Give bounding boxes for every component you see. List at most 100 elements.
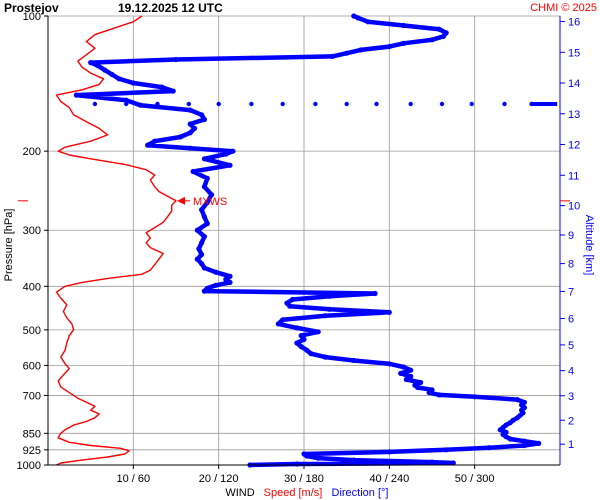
direction-point: [521, 442, 528, 449]
wind-tick-label: 50 / 300: [455, 473, 495, 485]
direction-dot: [124, 101, 129, 107]
direction-point: [327, 306, 333, 312]
direction-point: [486, 445, 492, 451]
pressure-tick-label: 400: [23, 281, 41, 293]
direction-point: [95, 63, 101, 69]
direction-point: [284, 300, 290, 306]
direction-point: [351, 357, 357, 364]
direction-point: [301, 451, 307, 457]
altitude-tick-label: 1: [568, 439, 574, 451]
wind-tick-label: 10 / 60: [117, 473, 151, 485]
direction-point: [145, 142, 151, 148]
altitude-tick-label: 11: [568, 170, 579, 182]
direction-point: [386, 44, 392, 50]
direction-dot: [92, 101, 98, 107]
direction-point: [436, 26, 442, 32]
direction-point: [507, 436, 513, 442]
wind-tick-label: 30 / 180: [284, 473, 324, 485]
mxws-arrow: [177, 196, 185, 205]
direction-point: [199, 261, 205, 267]
chart-date: 19.12.2025 12 UTC: [118, 1, 223, 15]
direction-point: [290, 296, 296, 303]
direction-dot: [408, 101, 413, 107]
direction-point: [429, 459, 435, 465]
direction-point: [344, 50, 350, 56]
direction-point: [213, 282, 219, 288]
direction-point: [401, 364, 407, 370]
direction-point: [199, 240, 205, 246]
direction-point: [408, 367, 414, 373]
speed-series: [55, 15, 177, 466]
altitude-tick-label: 2: [568, 415, 574, 427]
direction-point: [102, 67, 108, 73]
direction-point: [351, 457, 357, 463]
pressure-tick-label: 850: [23, 428, 41, 440]
direction-point: [298, 344, 304, 350]
direction-point: [327, 293, 333, 299]
direction-point: [223, 151, 229, 157]
wind-tick-label: 40 / 240: [369, 473, 409, 485]
direction-point: [170, 88, 176, 94]
altitude-tick-label: 10: [568, 201, 580, 213]
direction-point: [418, 379, 424, 386]
altitude-tick-label: 16: [568, 17, 580, 29]
altitude-tick-label: 4: [568, 366, 574, 378]
direction-dot: [469, 101, 474, 107]
altitude-tick-label: 9: [568, 230, 574, 242]
direction-dot: [502, 101, 507, 107]
direction-point: [173, 56, 179, 63]
direction-point: [521, 399, 528, 405]
altitude-tick-label: 14: [568, 78, 580, 90]
direction-point: [450, 460, 456, 466]
direction-point: [209, 192, 215, 198]
direction-point: [403, 376, 409, 383]
pressure-tick-label: 300: [23, 225, 41, 237]
direction-point: [322, 313, 328, 319]
pressure-tick-label: 925: [23, 445, 41, 457]
direction-point: [386, 361, 392, 367]
direction-point: [137, 102, 143, 108]
direction-point: [191, 125, 198, 131]
direction-point: [223, 276, 229, 282]
altitude-tick-label: 15: [568, 47, 580, 59]
altitude-tick-label: 8: [568, 259, 574, 271]
direction-point: [204, 221, 210, 227]
direction-point: [204, 199, 210, 205]
direction-point: [199, 112, 205, 118]
altitude-tick-label: 3: [568, 391, 574, 403]
pressure-axis-label: Pressure [hPa]: [3, 209, 15, 282]
direction-point: [201, 234, 207, 240]
direction-point: [351, 13, 357, 19]
pressure-tick-label: 1000: [17, 460, 41, 472]
direction-point: [510, 417, 516, 423]
altitude-tick-label: 12: [568, 140, 580, 152]
direction-point: [201, 184, 207, 190]
direction-point: [355, 15, 361, 21]
pressure-tick-label: 600: [23, 360, 41, 372]
wind-tick-label: 20 / 120: [199, 473, 239, 485]
altitude-tick-label: 5: [568, 340, 574, 352]
pressure-tick-label: 200: [23, 146, 41, 158]
direction-dot: [280, 101, 285, 107]
direction-point: [194, 227, 200, 233]
direction-point: [536, 440, 542, 446]
pressure-tick-label: 700: [23, 390, 41, 402]
direction-point: [204, 175, 210, 181]
direction-point: [130, 80, 136, 86]
direction-point: [315, 329, 321, 335]
direction-dot: [439, 101, 445, 107]
direction-point: [275, 321, 281, 327]
direction-point: [401, 40, 407, 46]
direction-point: [436, 392, 442, 398]
direction-dot: [186, 101, 191, 107]
direction-point: [159, 84, 165, 90]
direction-point: [227, 273, 233, 279]
direction-point: [443, 30, 449, 36]
direction-point: [199, 252, 205, 258]
direction-point: [429, 37, 435, 43]
direction-point: [194, 256, 200, 262]
mxws-label: MXWS: [193, 196, 227, 208]
direction-point: [329, 53, 335, 60]
altitude-tick-label: 7: [568, 286, 574, 298]
direction-point: [201, 116, 207, 123]
